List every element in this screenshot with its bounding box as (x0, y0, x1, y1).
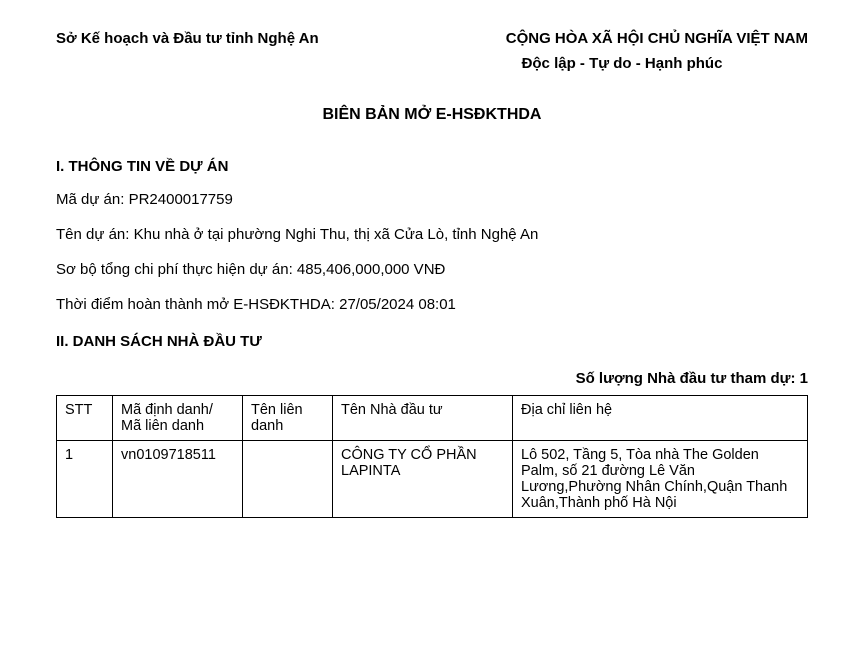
table-header-row: STT Mã định danh/ Mã liên danh Tên liên … (57, 396, 808, 441)
col-header-ten: Tên Nhà đầu tư (333, 396, 513, 441)
document-header: Sở Kế hoạch và Đầu tư tỉnh Nghệ An CỘNG … (56, 30, 808, 47)
project-name-value: Khu nhà ở tại phường Nghi Thu, thị xã Cử… (134, 226, 539, 243)
investor-count-value: 1 (800, 370, 808, 387)
open-time-line: Thời điểm hoàn thành mở E-HSĐKTHDA: 27/0… (56, 294, 808, 315)
document-title: BIÊN BẢN MỞ E-HSĐKTHDA (56, 106, 808, 124)
cell-lien (243, 441, 333, 518)
project-cost-value: 485,406,000,000 VNĐ (297, 261, 445, 278)
project-name-label: Tên dự án: (56, 226, 134, 243)
investor-count-label: Số lượng Nhà đầu tư tham dự: (576, 370, 800, 387)
project-code-line: Mã dự án: PR2400017759 (56, 189, 808, 210)
col-header-stt: STT (57, 396, 113, 441)
project-cost-line: Sơ bộ tổng chi phí thực hiện dự án: 485,… (56, 259, 808, 280)
section1-heading: I. THÔNG TIN VỀ DỰ ÁN (56, 158, 808, 175)
project-cost-label: Sơ bộ tổng chi phí thực hiện dự án: (56, 261, 297, 278)
project-name-line: Tên dự án: Khu nhà ở tại phường Nghi Thu… (56, 224, 808, 245)
investor-table: STT Mã định danh/ Mã liên danh Tên liên … (56, 395, 808, 518)
open-time-value: 27/05/2024 08:01 (339, 296, 456, 313)
col-header-lien: Tên liên danh (243, 396, 333, 441)
project-code-value: PR2400017759 (129, 191, 233, 208)
national-motto: Độc lập - Tự do - Hạnh phúc (436, 55, 808, 72)
col-header-dia: Địa chỉ liên hệ (513, 396, 808, 441)
section2-heading: II. DANH SÁCH NHÀ ĐẦU TƯ (56, 333, 808, 350)
cell-dia: Lô 502, Tầng 5, Tòa nhà The Golden Palm,… (513, 441, 808, 518)
open-time-label: Thời điểm hoàn thành mở E-HSĐKTHDA: (56, 296, 339, 313)
cell-ten: CÔNG TY CỔ PHẦN LAPINTA (333, 441, 513, 518)
agency-name: Sở Kế hoạch và Đầu tư tỉnh Nghệ An (56, 30, 319, 47)
col-header-ma: Mã định danh/ Mã liên danh (113, 396, 243, 441)
table-row: 1 vn0109718511 CÔNG TY CỔ PHẦN LAPINTA L… (57, 441, 808, 518)
country-name: CỘNG HÒA XÃ HỘI CHỦ NGHĨA VIỆT NAM (506, 30, 808, 47)
investor-count-line: Số lượng Nhà đầu tư tham dự: 1 (56, 370, 808, 387)
cell-stt: 1 (57, 441, 113, 518)
project-code-label: Mã dự án: (56, 191, 129, 208)
cell-ma: vn0109718511 (113, 441, 243, 518)
